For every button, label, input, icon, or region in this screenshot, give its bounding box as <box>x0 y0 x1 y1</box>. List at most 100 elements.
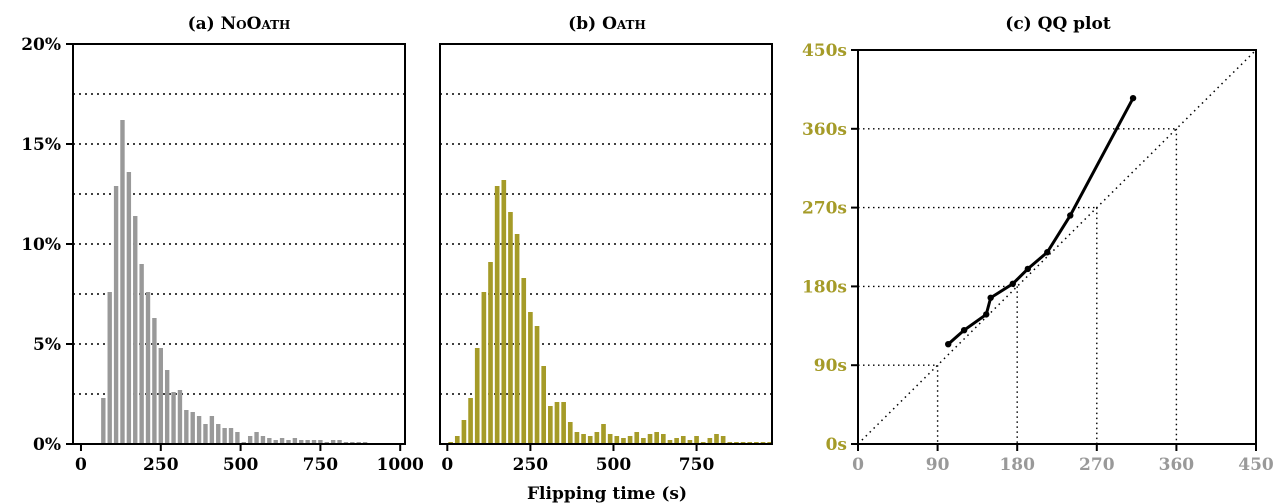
panel-a-bar-2 <box>113 186 119 444</box>
panel-b-bar-32 <box>661 434 666 444</box>
panel-b-bar-41 <box>720 436 726 444</box>
panel-b: (b) Oath 0 250 500 750 <box>439 14 773 475</box>
panel-b-bar-21 <box>587 436 593 444</box>
panel-a-bar-28 <box>279 438 285 444</box>
panel-c-ytick-label-3: 270s <box>802 199 847 219</box>
panel-a-bar-15 <box>196 416 202 444</box>
panel-a-bar-17 <box>209 416 215 444</box>
panel-b-bar-23 <box>601 424 606 444</box>
panel-b-bar-25 <box>614 436 620 444</box>
panel-c-ytick-label-0: 0s <box>826 435 847 455</box>
panel-a-yticks: 0% 5% 10% 15% 20% <box>21 35 73 455</box>
panel-a-bar-4 <box>126 172 132 444</box>
panel-a-bar-11 <box>171 392 176 444</box>
panel-a-bar-24 <box>254 432 259 444</box>
panel-b-title-prefix: (b) <box>568 14 596 34</box>
panel-b-bar-34 <box>674 438 679 444</box>
panel-b-bar-27 <box>627 436 633 444</box>
panel-b-xtick-label-3: 750 <box>679 455 715 475</box>
qq-point-2 <box>983 311 990 318</box>
panel-a-ytick-label-2: 10% <box>21 235 61 255</box>
panel-c: (c) QQ plot 0 90 180 270 360 450 0s 90s 180s 270… <box>802 14 1274 475</box>
panel-b-bar-40 <box>714 434 719 444</box>
panel-b-bar-28 <box>634 432 640 444</box>
panel-a-xtick-label-4: 1000 <box>377 455 424 475</box>
panel-b-xtick-label-2: 500 <box>596 455 632 475</box>
panel-b-bar-19 <box>574 432 580 444</box>
panel-b-bar-8 <box>501 180 507 444</box>
qq-reference-line <box>857 49 1257 445</box>
panel-b-xtick-label-1: 250 <box>513 455 549 475</box>
panel-b-bar-3 <box>468 398 473 444</box>
panel-c-xtick-label-1: 90 <box>926 455 950 475</box>
panel-a-bar-23 <box>247 436 253 444</box>
panel-b-bar-7 <box>494 186 500 444</box>
panel-a-bars <box>101 120 400 444</box>
panel-b-bar-18 <box>567 422 573 444</box>
panel-a-xtick-label-2: 500 <box>223 455 259 475</box>
panel-b-bar-14 <box>541 366 547 444</box>
panel-b-xticks: 0 250 500 750 <box>441 444 714 475</box>
panel-a-bar-21 <box>235 432 240 444</box>
panel-b-bar-16 <box>554 402 560 444</box>
panel-c-xtick-label-0: 0 <box>852 455 864 475</box>
panel-b-bar-31 <box>654 432 660 444</box>
panel-a-bar-19 <box>222 428 227 444</box>
panel-b-bar-10 <box>514 234 520 444</box>
panel-a-bar-14 <box>190 412 195 444</box>
panel-b-bar-30 <box>647 434 653 444</box>
panel-b-title-name: Oath <box>602 14 646 34</box>
panel-b-frame <box>439 43 773 445</box>
panel-a-xticks: 0 250 500 750 1000 <box>75 444 424 475</box>
panel-c-title: (c) QQ plot <box>1005 14 1111 34</box>
panel-c-xtick-label-4: 360 <box>1159 455 1195 475</box>
panel-a-bar-3 <box>120 120 125 444</box>
qq-point-1 <box>960 326 968 334</box>
qq-point-7 <box>1067 212 1074 219</box>
panel-c-yticks: 0s 90s 180s 270s 360s 450s <box>802 41 858 455</box>
panel-b-bar-29 <box>641 438 646 444</box>
qq-point-0 <box>945 340 952 348</box>
panel-b-bar-4 <box>474 348 480 444</box>
panel-b-bar-36 <box>687 440 693 444</box>
panel-a-bar-37 <box>337 440 342 444</box>
panel-a-ytick-label-3: 15% <box>21 135 61 155</box>
panel-a: (a) NoOath 0 250 500 750 1000 0% 5% 10% 15% 20% <box>21 14 424 475</box>
panel-a-bar-10 <box>164 370 170 444</box>
panel-b-bar-12 <box>528 312 533 444</box>
panel-b-bar-6 <box>488 262 493 444</box>
panel-a-bar-0 <box>101 398 106 444</box>
panel-a-xtick-label-0: 0 <box>75 455 87 475</box>
panel-c-guides <box>858 128 1178 444</box>
panel-a-bar-30 <box>292 438 298 444</box>
panel-c-xtick-label-5: 450 <box>1238 455 1274 475</box>
panel-b-bar-15 <box>548 406 553 444</box>
panel-b-title: (b) Oath <box>568 14 646 34</box>
x-axis-label: Flipping time (s) <box>527 484 687 504</box>
panel-c-xticks: 0 90 180 270 360 450 <box>852 444 1274 475</box>
panel-b-bar-9 <box>508 212 513 444</box>
panel-c-xtick-label-3: 270 <box>1079 455 1115 475</box>
qq-point-6 <box>1044 249 1051 256</box>
qq-point-3 <box>987 294 994 301</box>
panel-a-bar-25 <box>260 436 266 444</box>
panel-a-bar-18 <box>216 424 221 444</box>
panel-b-bar-39 <box>707 438 713 444</box>
panel-c-ytick-label-2: 180s <box>802 277 847 297</box>
panel-b-bar-24 <box>607 434 613 444</box>
panel-a-bar-16 <box>203 424 208 444</box>
panel-b-bar-1 <box>454 436 460 444</box>
panel-b-bar-13 <box>534 326 540 444</box>
panel-c-ytick-label-5: 450s <box>802 41 847 61</box>
panel-a-bar-20 <box>228 428 234 444</box>
panel-a-bar-29 <box>286 440 291 444</box>
panel-a-title-name: NoOath <box>221 14 291 34</box>
panel-b-xtick-label-0: 0 <box>441 455 453 475</box>
panel-b-bar-2 <box>461 420 467 444</box>
panel-b-bar-37 <box>694 436 699 444</box>
panel-a-xtick-label-1: 250 <box>143 455 179 475</box>
panel-a-bar-36 <box>330 440 336 444</box>
panel-a-bar-12 <box>177 390 183 444</box>
panel-a-bar-32 <box>305 440 310 444</box>
